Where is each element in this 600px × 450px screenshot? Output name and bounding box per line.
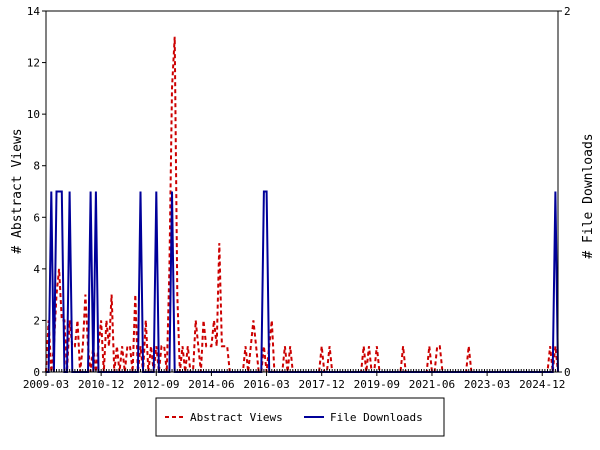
y-tick-label-right-0: 0: [564, 366, 571, 379]
legend-label-file-downloads: File Downloads: [330, 411, 423, 424]
legend-box: [155, 397, 445, 437]
right-axis-title: # File Downloads: [581, 133, 596, 258]
plot-frame: [45, 10, 559, 373]
x-tick-label-2019-09: 2019-09: [354, 378, 400, 391]
x-tick-label-2023-03: 2023-03: [464, 378, 510, 391]
x-tick-label-2016-03: 2016-03: [243, 378, 289, 391]
x-tick-label-2014-06: 2014-06: [188, 378, 234, 391]
y-tick-label-left-12: 12: [27, 57, 40, 70]
y-tick-label-left-4: 4: [33, 263, 40, 276]
x-tick-label-2012-09: 2012-09: [133, 378, 179, 391]
y-tick-label-left-6: 6: [33, 211, 40, 224]
legend: Abstract Views File Downloads: [155, 397, 445, 437]
y-tick-label-left-0: 0: [33, 366, 40, 379]
axes-layer: 0 2 4 6 8 10 12 14 0 2 2009-03 2010-12 2012-09 2014-0…: [23, 5, 571, 391]
left-axis-title: # Abstract Views: [10, 128, 25, 253]
x-tick-label-2010-12: 2010-12: [78, 378, 124, 391]
y-tick-label-left-14: 14: [27, 5, 41, 18]
x-tick-label-2024-12: 2024-12: [519, 378, 565, 391]
legend-label-abstract-views: Abstract Views: [190, 411, 283, 424]
x-tick-label-2017-12: 2017-12: [299, 378, 345, 391]
y-tick-label-left-2: 2: [33, 314, 40, 327]
y-tick-label-right-2: 2: [564, 5, 571, 18]
x-tick-label-2009-03: 2009-03: [23, 378, 69, 391]
y-tick-label-left-8: 8: [33, 160, 40, 173]
y-tick-label-left-10: 10: [27, 108, 40, 121]
x-tick-label-2021-06: 2021-06: [409, 378, 455, 391]
